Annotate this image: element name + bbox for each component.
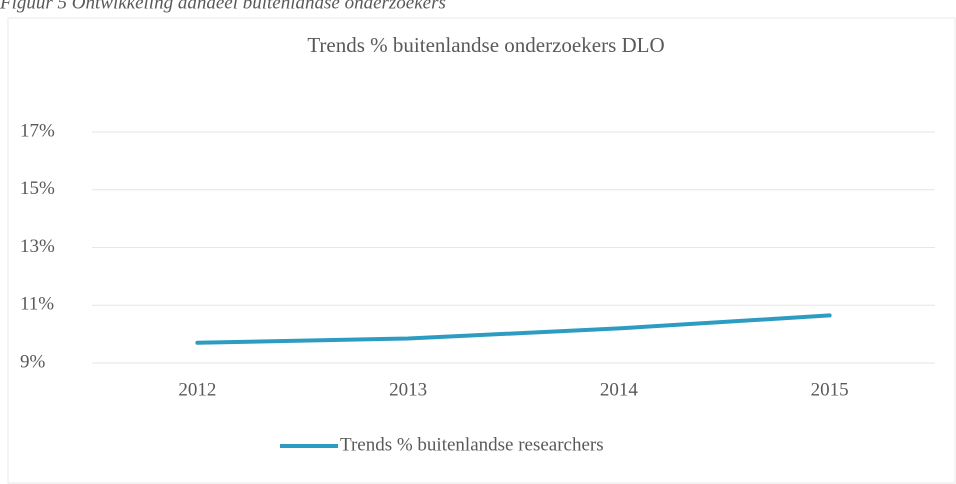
legend-label: Trends % buitenlandse researchers (340, 434, 604, 455)
y-tick-label: 13% (20, 236, 55, 257)
y-tick-label: 15% (20, 178, 55, 199)
x-tick-label: 2014 (600, 379, 639, 400)
data-line (195, 313, 832, 345)
y-tick-label: 11% (20, 294, 54, 315)
chart-title: Trends % buitenlandse onderzoekers DLO (307, 33, 664, 57)
y-tick-label: 17% (20, 120, 55, 141)
x-tick-label: 2012 (178, 379, 216, 400)
x-tick-label: 2013 (389, 379, 427, 400)
chart-frame (7, 17, 956, 484)
figure-caption: Figuur 5 Ontwikkeling aandeel buitenland… (0, 0, 446, 13)
x-tick-label: 2015 (811, 379, 849, 400)
y-tick-label: 9% (20, 351, 46, 372)
